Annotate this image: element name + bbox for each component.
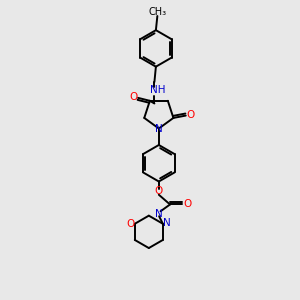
Text: NH: NH — [150, 85, 166, 95]
Text: N: N — [155, 209, 163, 219]
Text: N: N — [155, 124, 163, 134]
Text: O: O — [126, 219, 134, 229]
Text: O: O — [183, 200, 191, 209]
Text: N: N — [163, 218, 171, 228]
Text: CH₃: CH₃ — [149, 7, 167, 17]
Text: O: O — [129, 92, 137, 102]
Text: O: O — [155, 186, 163, 196]
Text: O: O — [186, 110, 195, 120]
